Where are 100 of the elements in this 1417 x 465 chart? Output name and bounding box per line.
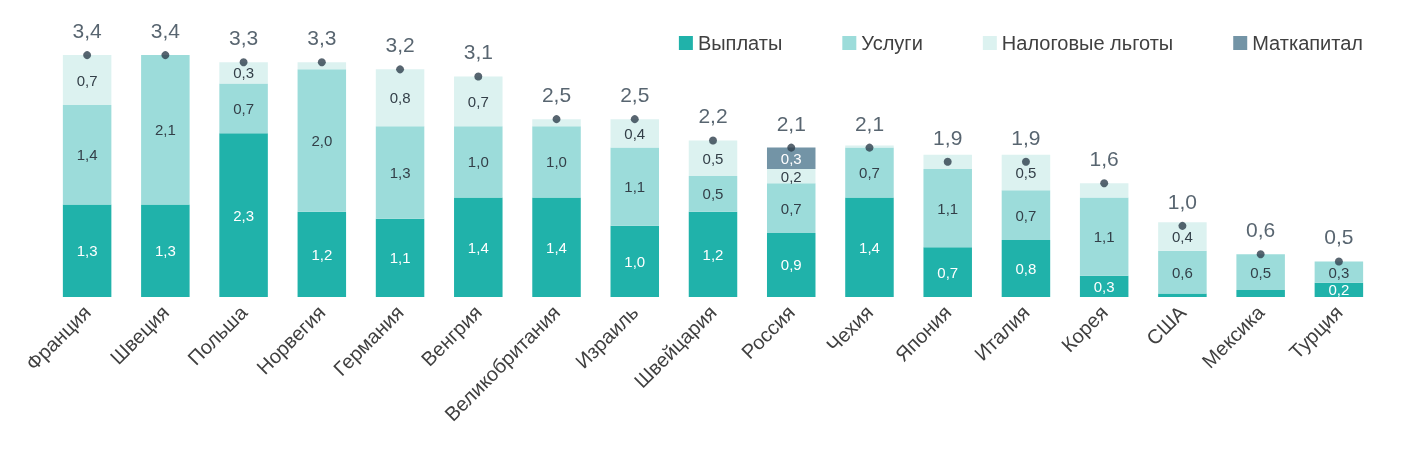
bar [141,204,190,297]
data-label: 1,3 [76,242,98,260]
total-label: 2,5 [620,83,650,107]
total-label: 3,4 [72,19,103,43]
total-label: 1,6 [1089,147,1119,171]
bar [375,69,425,127]
bar [532,119,581,127]
data-label: 1,3 [154,242,176,260]
data-label: 0,6 [1171,263,1193,281]
data-label: 1,1 [937,199,959,217]
bar [923,168,972,248]
point [865,143,874,152]
total-label: 3,3 [307,26,337,50]
data-label: 0,5 [1250,263,1272,281]
bar [375,126,425,219]
data-label: 0,7 [233,99,255,117]
legend-label: Налоговые льготы [1001,32,1174,54]
bar [923,154,972,169]
data-label: 0,8 [1015,260,1037,278]
total-label: 0,6 [1246,218,1276,242]
data-label: 0,7 [780,199,802,217]
point [709,136,717,145]
bar [1001,154,1051,191]
data-label: 1,4 [859,238,880,256]
bar [610,225,660,297]
data-label: 1,4 [76,146,98,164]
bar [1236,289,1285,297]
bar [688,140,738,177]
bar [1158,250,1207,294]
data-label: 1,0 [624,252,646,270]
legend-label: Выплаты [697,32,783,54]
data-label: 0,5 [1015,164,1037,181]
point [474,72,483,81]
data-label: 0,7 [859,164,880,181]
bar [532,126,581,198]
bar [454,197,503,297]
bar [62,104,112,205]
data-label: 0,9 [780,256,802,274]
total-label: 1,9 [1011,125,1041,149]
data-label: 0,7 [937,263,959,281]
total-label: 0,5 [1324,225,1354,249]
bar [1158,293,1207,297]
point [1100,179,1109,188]
data-label: 1,4 [467,238,489,256]
data-label: 1,2 [311,245,333,263]
data-label: 1,1 [624,178,646,196]
bar [532,197,581,297]
data-label: 0,7 [467,92,489,110]
data-label: 0,7 [76,71,98,89]
data-label: 2,1 [154,121,176,139]
point [1178,221,1187,230]
data-label: 0,3 [1093,277,1115,295]
total-label: 1,0 [1167,189,1198,213]
bar [610,119,660,148]
bar [1158,222,1207,251]
data-label: 0,2 [1328,281,1350,299]
total-label: 2,5 [541,83,572,107]
point [317,58,326,67]
bar [375,218,425,297]
point [630,115,639,124]
data-label: 0,4 [1171,228,1193,246]
point [161,51,170,60]
legend-label: Услуги [861,32,923,54]
data-label: 1,2 [702,245,724,263]
data-label: 1,1 [1093,228,1115,246]
data-label: 0,5 [702,185,724,203]
bar [297,211,347,297]
data-label: 1,3 [389,164,411,181]
data-label: 0,7 [1015,206,1037,224]
point [1021,157,1030,166]
total-label: 3,4 [150,19,181,43]
bar [1079,183,1129,198]
point [396,65,405,74]
bar [1079,197,1129,276]
data-label: 2,0 [311,131,333,149]
point [943,157,952,166]
point [787,143,796,152]
total-label: 2,1 [854,111,885,135]
data-label: 0,4 [624,124,646,142]
bar [219,83,268,134]
total-label: 3,1 [463,40,493,64]
bar [141,55,190,205]
point [552,115,561,124]
bar [1001,240,1051,297]
legend-label: Маткапитал [1252,32,1364,54]
data-label: 0,5 [702,149,724,167]
bar [62,55,112,105]
bar [766,183,816,233]
data-label: 0,3 [1328,263,1350,281]
point [239,58,248,67]
total-label: 2,2 [698,104,728,128]
bar [1236,254,1285,290]
total-label: 1,9 [933,125,963,149]
bar [1001,190,1051,241]
point [1334,257,1343,266]
bar [845,197,894,297]
data-label: 1,0 [467,153,489,171]
bar [610,147,660,226]
total-label: 2,1 [776,111,806,135]
total-label: 3,2 [385,33,415,57]
